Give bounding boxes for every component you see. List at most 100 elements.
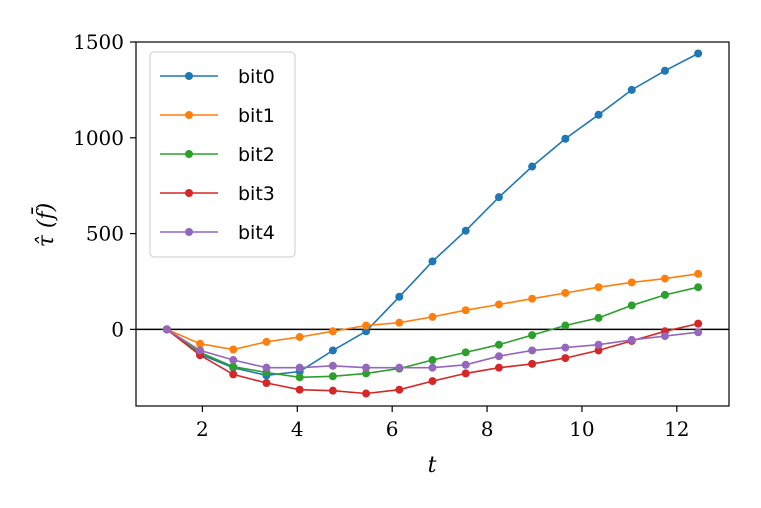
data-point — [461, 360, 470, 369]
x-tick-label: 8 — [481, 417, 494, 441]
series-bit2 — [162, 283, 703, 382]
data-point — [362, 369, 371, 378]
data-point — [229, 345, 238, 354]
data-point — [528, 294, 537, 303]
data-point — [627, 301, 636, 310]
data-point — [594, 283, 603, 292]
series-bit4 — [162, 325, 703, 372]
data-point — [660, 290, 669, 299]
data-point — [362, 321, 371, 330]
data-point — [627, 335, 636, 344]
legend-marker — [185, 189, 193, 197]
data-point — [660, 332, 669, 341]
data-point — [494, 340, 503, 349]
legend-label: bit4 — [238, 222, 275, 244]
data-point — [295, 363, 304, 372]
data-point — [162, 325, 171, 334]
legend-item-bit2: bit2 — [160, 144, 275, 166]
y-tick-label: 0 — [111, 317, 124, 341]
legend-marker — [185, 111, 193, 119]
legend-marker — [185, 228, 193, 236]
legend-label: bit0 — [238, 66, 275, 88]
data-point — [328, 386, 337, 395]
data-point — [229, 356, 238, 365]
legend-label: bit1 — [238, 105, 275, 127]
data-point — [561, 343, 570, 352]
data-point — [362, 389, 371, 398]
data-point — [395, 292, 404, 301]
data-point — [295, 373, 304, 382]
data-point — [196, 339, 205, 348]
data-point — [295, 385, 304, 394]
data-point — [694, 269, 703, 278]
legend-item-bit0: bit0 — [160, 66, 275, 88]
legend-marker — [185, 72, 193, 80]
x-tick-label: 10 — [569, 417, 594, 441]
data-point — [428, 257, 437, 266]
data-point — [528, 359, 537, 368]
data-point — [694, 283, 703, 292]
plot-frame — [135, 41, 730, 407]
legend-item-bit1: bit1 — [160, 105, 275, 127]
legend-label: bit3 — [238, 183, 275, 205]
data-point — [694, 328, 703, 337]
legend-item-bit3: bit3 — [160, 183, 275, 205]
data-point — [461, 348, 470, 357]
data-point — [561, 288, 570, 297]
data-point — [328, 346, 337, 355]
data-point — [428, 312, 437, 321]
data-point — [428, 377, 437, 386]
data-point — [262, 363, 271, 372]
data-point — [494, 352, 503, 361]
y-tick-label: 1000 — [73, 126, 124, 150]
y-axis-label: τ̂ (f̄) — [31, 203, 59, 247]
data-point — [627, 278, 636, 287]
data-point — [262, 379, 271, 388]
series-line — [166, 273, 699, 351]
legend-item-bit4: bit4 — [160, 222, 275, 244]
data-point — [362, 327, 371, 336]
series-bit3 — [162, 319, 703, 398]
x-tick-label: 2 — [196, 417, 209, 441]
y-tick-label: 1500 — [73, 30, 124, 54]
data-point — [229, 370, 238, 379]
data-point — [395, 385, 404, 394]
data-point — [528, 162, 537, 171]
data-point — [395, 318, 404, 327]
data-point — [494, 300, 503, 309]
data-point — [694, 319, 703, 328]
data-point — [494, 193, 503, 202]
data-point — [528, 346, 537, 355]
data-point — [528, 331, 537, 340]
y-tick-label: 500 — [86, 222, 124, 246]
data-point — [461, 226, 470, 235]
x-tick-label: 6 — [386, 417, 399, 441]
legend-label: bit2 — [238, 144, 275, 166]
data-point — [694, 49, 703, 58]
data-point — [262, 337, 271, 346]
data-point — [362, 363, 371, 372]
legend-box — [149, 51, 296, 258]
series-bit1 — [162, 269, 703, 354]
x-tick-label: 12 — [664, 417, 689, 441]
data-point — [627, 85, 636, 94]
legend: bit0 bit1 bit2 bit3 bit4 — [149, 51, 296, 258]
data-point — [196, 346, 205, 355]
data-point — [428, 363, 437, 372]
data-point — [461, 306, 470, 315]
data-point — [328, 372, 337, 381]
data-point — [594, 346, 603, 355]
data-point — [395, 363, 404, 372]
data-point — [594, 313, 603, 322]
data-point — [594, 110, 603, 119]
x-tick-label: 4 — [291, 417, 304, 441]
x-axis-label: t — [428, 453, 437, 478]
data-point — [660, 66, 669, 75]
data-point — [295, 333, 304, 342]
data-point — [494, 363, 503, 372]
data-point — [561, 321, 570, 330]
legend-marker — [185, 150, 193, 158]
data-point — [428, 356, 437, 365]
data-point — [461, 369, 470, 378]
data-point — [328, 361, 337, 370]
